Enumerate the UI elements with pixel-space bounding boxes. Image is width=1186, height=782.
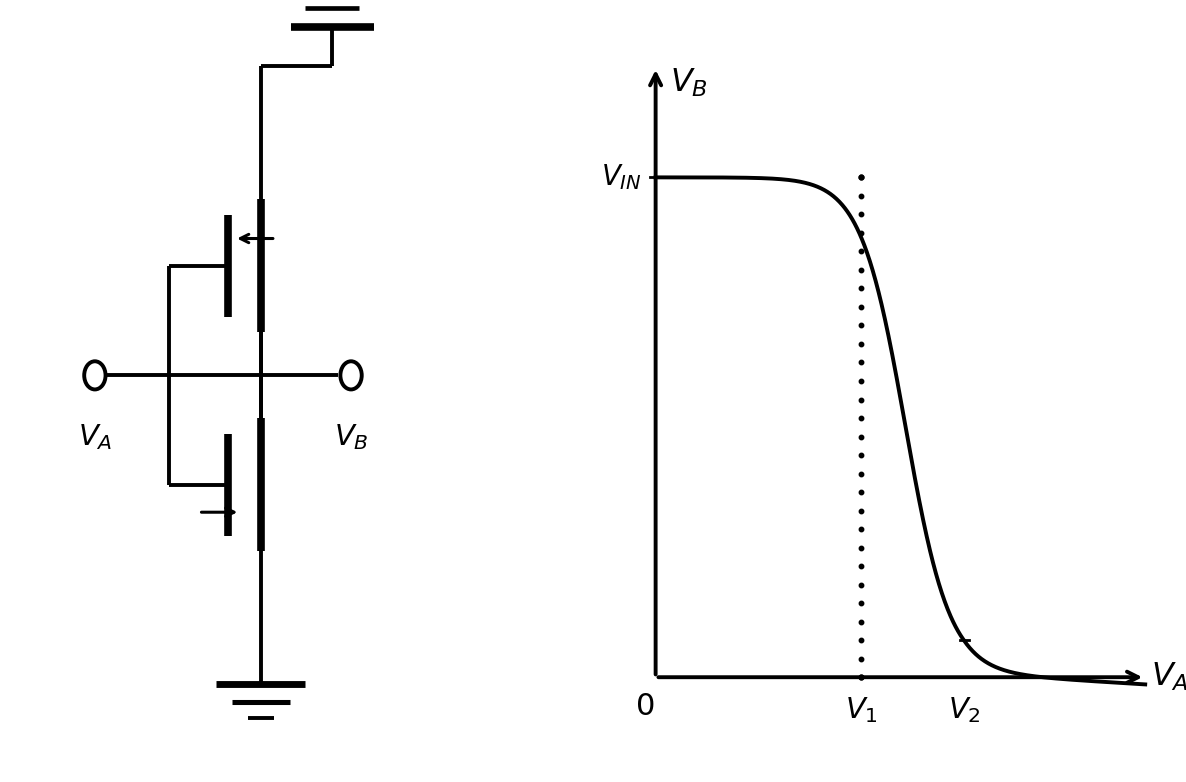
Text: $V_B$: $V_B$: [670, 67, 708, 99]
Text: $V_B$: $V_B$: [333, 422, 369, 452]
Text: $V_A$: $V_A$: [77, 422, 113, 452]
Text: $V_A$: $V_A$: [1150, 661, 1186, 694]
Text: $0$: $0$: [635, 692, 653, 721]
Text: $V_1$: $V_1$: [844, 696, 878, 726]
Text: $V_{IN}$: $V_{IN}$: [600, 163, 642, 192]
Text: $V_2$: $V_2$: [948, 696, 981, 726]
